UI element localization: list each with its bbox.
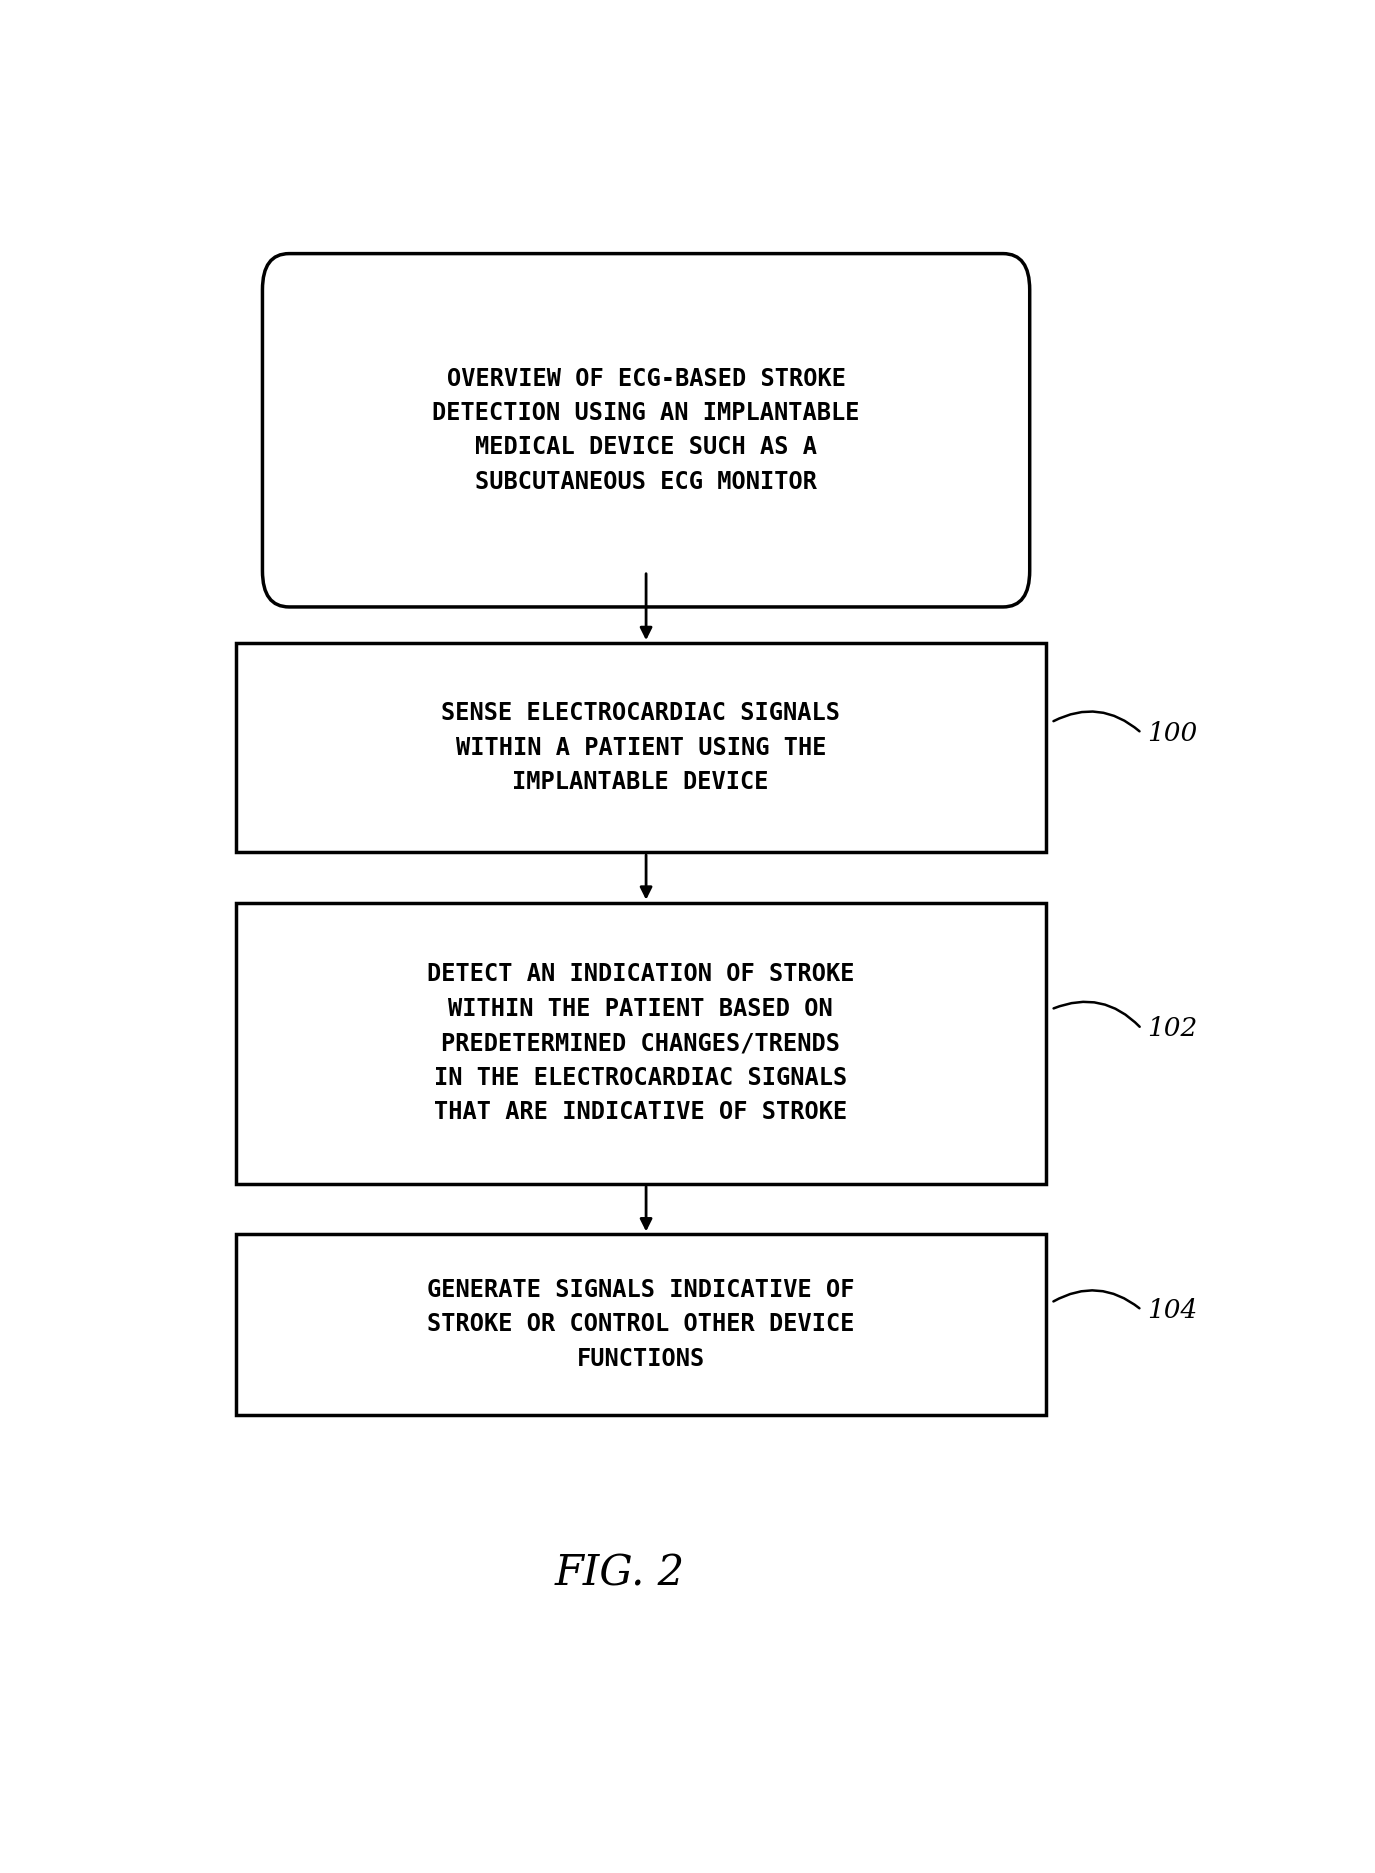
- FancyBboxPatch shape: [236, 642, 1045, 852]
- Text: DETECT AN INDICATION OF STROKE
WITHIN THE PATIENT BASED ON
PREDETERMINED CHANGES: DETECT AN INDICATION OF STROKE WITHIN TH…: [428, 963, 854, 1124]
- Text: 100: 100: [1147, 721, 1198, 745]
- Text: GENERATE SIGNALS INDICATIVE OF
STROKE OR CONTROL OTHER DEVICE
FUNCTIONS: GENERATE SIGNALS INDICATIVE OF STROKE OR…: [428, 1277, 854, 1371]
- FancyBboxPatch shape: [236, 1234, 1045, 1414]
- FancyBboxPatch shape: [236, 903, 1045, 1184]
- Text: 102: 102: [1147, 1017, 1198, 1041]
- FancyBboxPatch shape: [263, 253, 1030, 607]
- Text: SENSE ELECTROCARDIAC SIGNALS
WITHIN A PATIENT USING THE
IMPLANTABLE DEVICE: SENSE ELECTROCARDIAC SIGNALS WITHIN A PA…: [441, 701, 840, 794]
- Text: FIG. 2: FIG. 2: [554, 1553, 685, 1594]
- Text: OVERVIEW OF ECG-BASED STROKE
DETECTION USING AN IMPLANTABLE
MEDICAL DEVICE SUCH : OVERVIEW OF ECG-BASED STROKE DETECTION U…: [432, 367, 859, 494]
- Text: 104: 104: [1147, 1298, 1198, 1322]
